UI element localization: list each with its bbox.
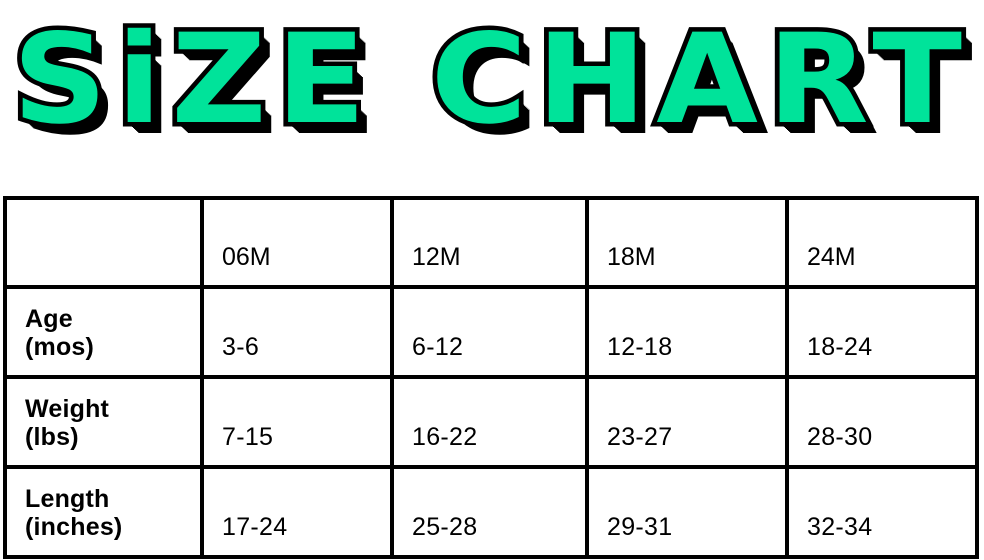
cell-age-24m: 18-24	[785, 285, 979, 379]
corner-blank-cell	[3, 196, 204, 289]
cell-length-12m: 25-28	[390, 465, 589, 559]
column-header-12m: 12M	[390, 196, 589, 289]
table-row: Age (mos) 3-6 6-12 12-18 18-24	[3, 285, 979, 379]
row-label-age-line1: Age	[25, 305, 73, 333]
size-chart-table-wrapper: 06M 12M 18M 24M Age (mos) 3-6 6-12 12-18…	[3, 196, 979, 559]
row-label-weight-line1: Weight	[25, 395, 110, 423]
row-label-weight: Weight (lbs)	[3, 375, 204, 469]
cell-weight-12m: 16-22	[390, 375, 589, 469]
row-label-length-line2: (inches)	[25, 513, 123, 541]
table-header-row: 06M 12M 18M 24M	[3, 196, 979, 289]
row-label-age-line2: (mos)	[25, 333, 95, 361]
cell-weight-24m: 28-30	[785, 375, 979, 469]
row-label-length-line1: Length	[25, 485, 110, 513]
cell-length-06m: 17-24	[200, 465, 394, 559]
cell-length-24m: 32-34	[785, 465, 979, 559]
size-chart-table: 06M 12M 18M 24M Age (mos) 3-6 6-12 12-18…	[3, 196, 979, 559]
title-block: SiZE CHART	[0, 0, 984, 160]
cell-age-18m: 12-18	[585, 285, 789, 379]
table-row: Weight (lbs) 7-15 16-22 23-27 28-30	[3, 375, 979, 469]
column-header-18m: 18M	[585, 196, 789, 289]
cell-weight-18m: 23-27	[585, 375, 789, 469]
table-row: Length (inches) 17-24 25-28 29-31 32-34	[3, 465, 979, 559]
page-title: SiZE CHART	[8, 8, 972, 152]
row-label-weight-line2: (lbs)	[25, 423, 79, 451]
row-label-age: Age (mos)	[3, 285, 204, 379]
cell-age-12m: 6-12	[390, 285, 589, 379]
column-header-06m: 06M	[200, 196, 394, 289]
column-header-24m: 24M	[785, 196, 979, 289]
cell-length-18m: 29-31	[585, 465, 789, 559]
row-label-length: Length (inches)	[3, 465, 204, 559]
cell-weight-06m: 7-15	[200, 375, 394, 469]
cell-age-06m: 3-6	[200, 285, 394, 379]
